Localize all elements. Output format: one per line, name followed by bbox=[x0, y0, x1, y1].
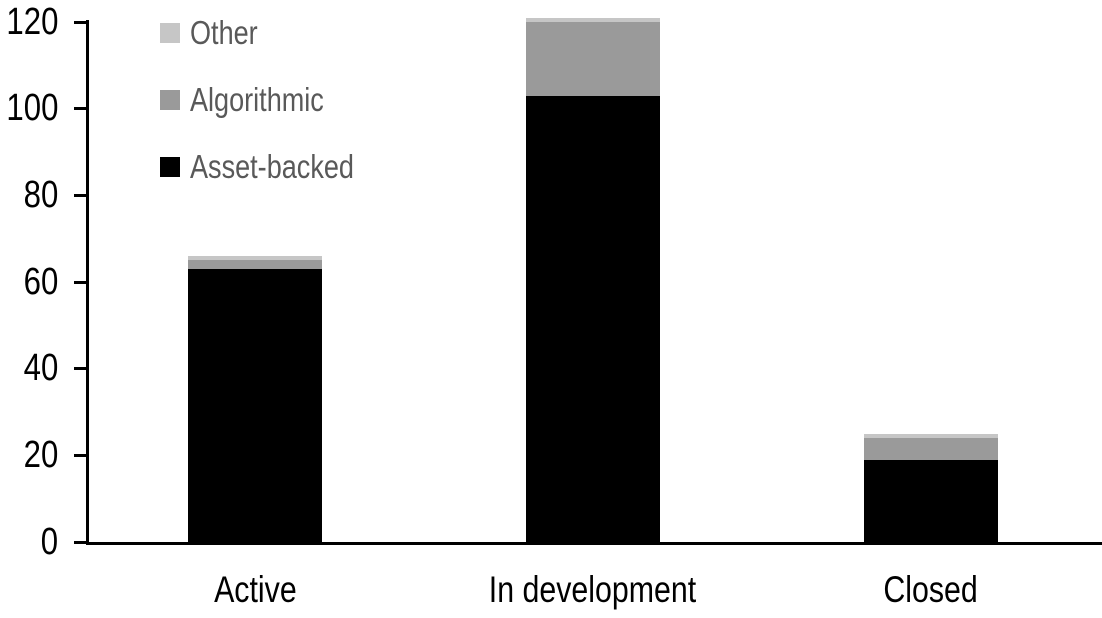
x-axis-label: Closed bbox=[883, 569, 979, 610]
legend-item-algorithmic: Algorithmic bbox=[160, 81, 353, 118]
x-axis-line bbox=[86, 542, 1102, 545]
legend-swatch bbox=[160, 90, 180, 110]
legend-item-asset-backed: Asset-backed bbox=[160, 148, 390, 185]
x-axis-label: Active bbox=[213, 569, 297, 610]
legend-item-other: Other bbox=[160, 14, 273, 51]
y-tick-mark bbox=[74, 193, 86, 197]
legend-label: Asset-backed bbox=[190, 148, 354, 185]
bar-segment-other bbox=[188, 256, 322, 261]
bar-segment-algorithmic bbox=[526, 22, 660, 96]
legend-label: Other bbox=[190, 14, 258, 51]
bar-segment-algorithmic bbox=[864, 438, 998, 460]
legend-label: Algorithmic bbox=[190, 81, 324, 118]
y-tick-label: 0 bbox=[40, 520, 58, 563]
bar-segment-other bbox=[864, 433, 998, 438]
bar-segment-other bbox=[526, 17, 660, 22]
y-axis-line bbox=[86, 20, 89, 545]
legend-swatch bbox=[160, 157, 180, 177]
x-axis-label: In development bbox=[489, 569, 697, 610]
y-tick-mark bbox=[74, 367, 86, 371]
y-tick-label: 20 bbox=[23, 433, 58, 476]
bar-segment-algorithmic bbox=[188, 260, 322, 269]
bar-segment-asset-backed bbox=[864, 459, 998, 542]
bar-segment-asset-backed bbox=[188, 269, 322, 542]
legend-swatch bbox=[160, 23, 180, 43]
y-tick-label: 100 bbox=[6, 87, 58, 130]
y-tick-label: 80 bbox=[23, 173, 58, 216]
y-tick-mark bbox=[74, 20, 86, 24]
y-tick-mark bbox=[74, 540, 86, 544]
y-tick-mark bbox=[74, 107, 86, 111]
bar-segment-asset-backed bbox=[526, 95, 660, 542]
y-tick-label: 120 bbox=[6, 0, 58, 43]
y-tick-mark bbox=[74, 280, 86, 284]
y-tick-label: 40 bbox=[23, 347, 58, 390]
y-tick-label: 60 bbox=[23, 260, 58, 303]
y-tick-mark bbox=[74, 453, 86, 457]
